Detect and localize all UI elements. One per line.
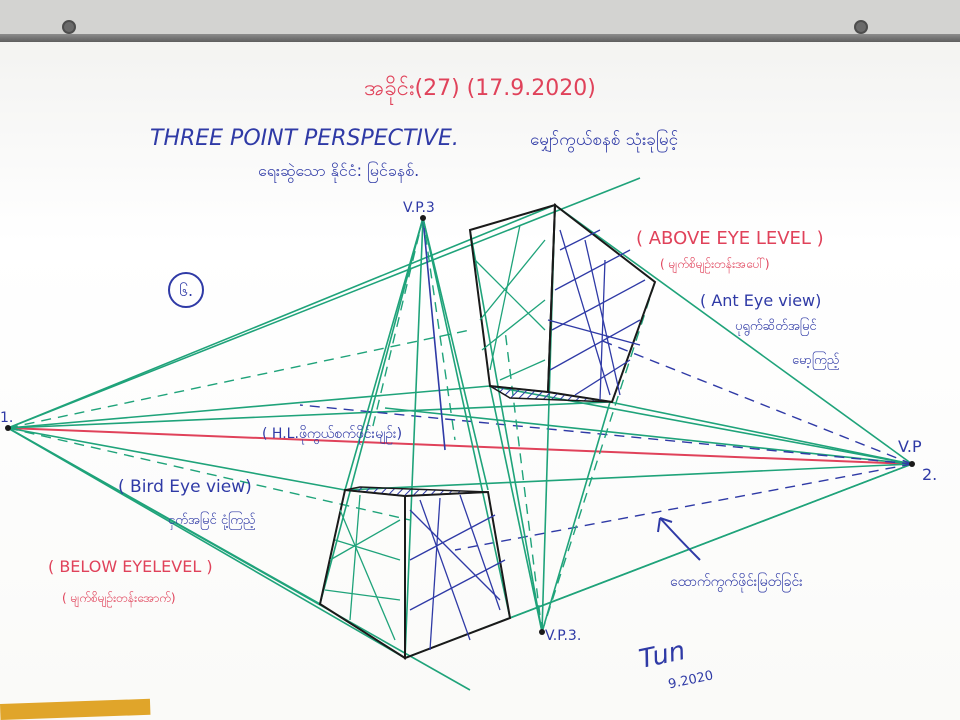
title-burmese: မျှော်ကွယ်စနစ် သုံးခုမြင့် [530,128,678,153]
horizon-line [7,427,913,465]
vp1-label: 1. [0,410,13,426]
vp3-top-blue-line [422,217,446,451]
vp2-marker [909,461,915,467]
vanish-line-burmese: ထောက်ကွက်ဖိုင်းမြတ်ခြင်း [670,573,803,592]
wall-strip [0,0,960,40]
signature: Tun [636,636,687,675]
upper-box [468,203,657,404]
above-eye-level-label: ( ABOVE EYE LEVEL ) [636,228,824,249]
vp2-construction-lines [344,204,913,659]
bird-eye-view-burmese: ငှက်အမြင် ငုံ့ကြည့် [168,511,256,530]
vp3-top-lines [319,217,511,659]
vp3-bottom-label: V.P.3. [545,628,581,644]
mount-bolt [854,20,868,34]
vp3-top-label: V.P.3 [403,200,435,216]
ant-eye-view-burmese-2: မော့ကြည့် [792,351,840,370]
subtitle-burmese: ရေးဆွဲသော နိုင်ငံ: မြင်ခနစ်. [258,161,419,183]
below-eye-level-label: ( BELOW EYELEVEL ) [48,557,213,576]
signature-date: 9.2020 [667,668,715,692]
horizon-line-label: ( H.L.ဖိုကွယ်စက်ဖိုင်းမျဉ်း) [262,426,402,444]
vp3-bottom-marker [539,629,545,635]
vp1-dashed-lines [7,329,471,521]
vp1-marker [5,425,11,431]
lower-box [318,486,512,660]
mount-bolt [62,20,76,34]
above-eye-level-burmese: ( မျက်စိမျဉ်းတန်းအပေါ်) [660,256,770,274]
below-eye-level-burmese: ( မျက်စိမျဉ်းတန်းအောက်) [62,590,176,608]
whiteboard [0,38,960,720]
bird-eye-view-label: ( Bird Eye view) [118,477,252,497]
item-number: ၆. [179,281,193,300]
annotation-arrow [657,517,701,561]
title-english: THREE POINT PERSPECTIVE. [150,126,459,151]
vp2-number: 2. [922,465,937,484]
vp2-label: V.P [898,437,922,456]
lesson-header: အခိုင်း(27) (17.9.2020) [364,75,596,105]
vp1-construction-lines [7,177,641,691]
ant-eye-view-burmese-1: ပုရွက်ဆိတ်အမြင် [735,317,817,336]
vp3-top-marker [420,215,426,221]
board-top-rail [0,34,960,42]
item-number-circle [168,272,204,308]
ant-eye-view-label: ( Ant Eye view) [700,291,821,310]
